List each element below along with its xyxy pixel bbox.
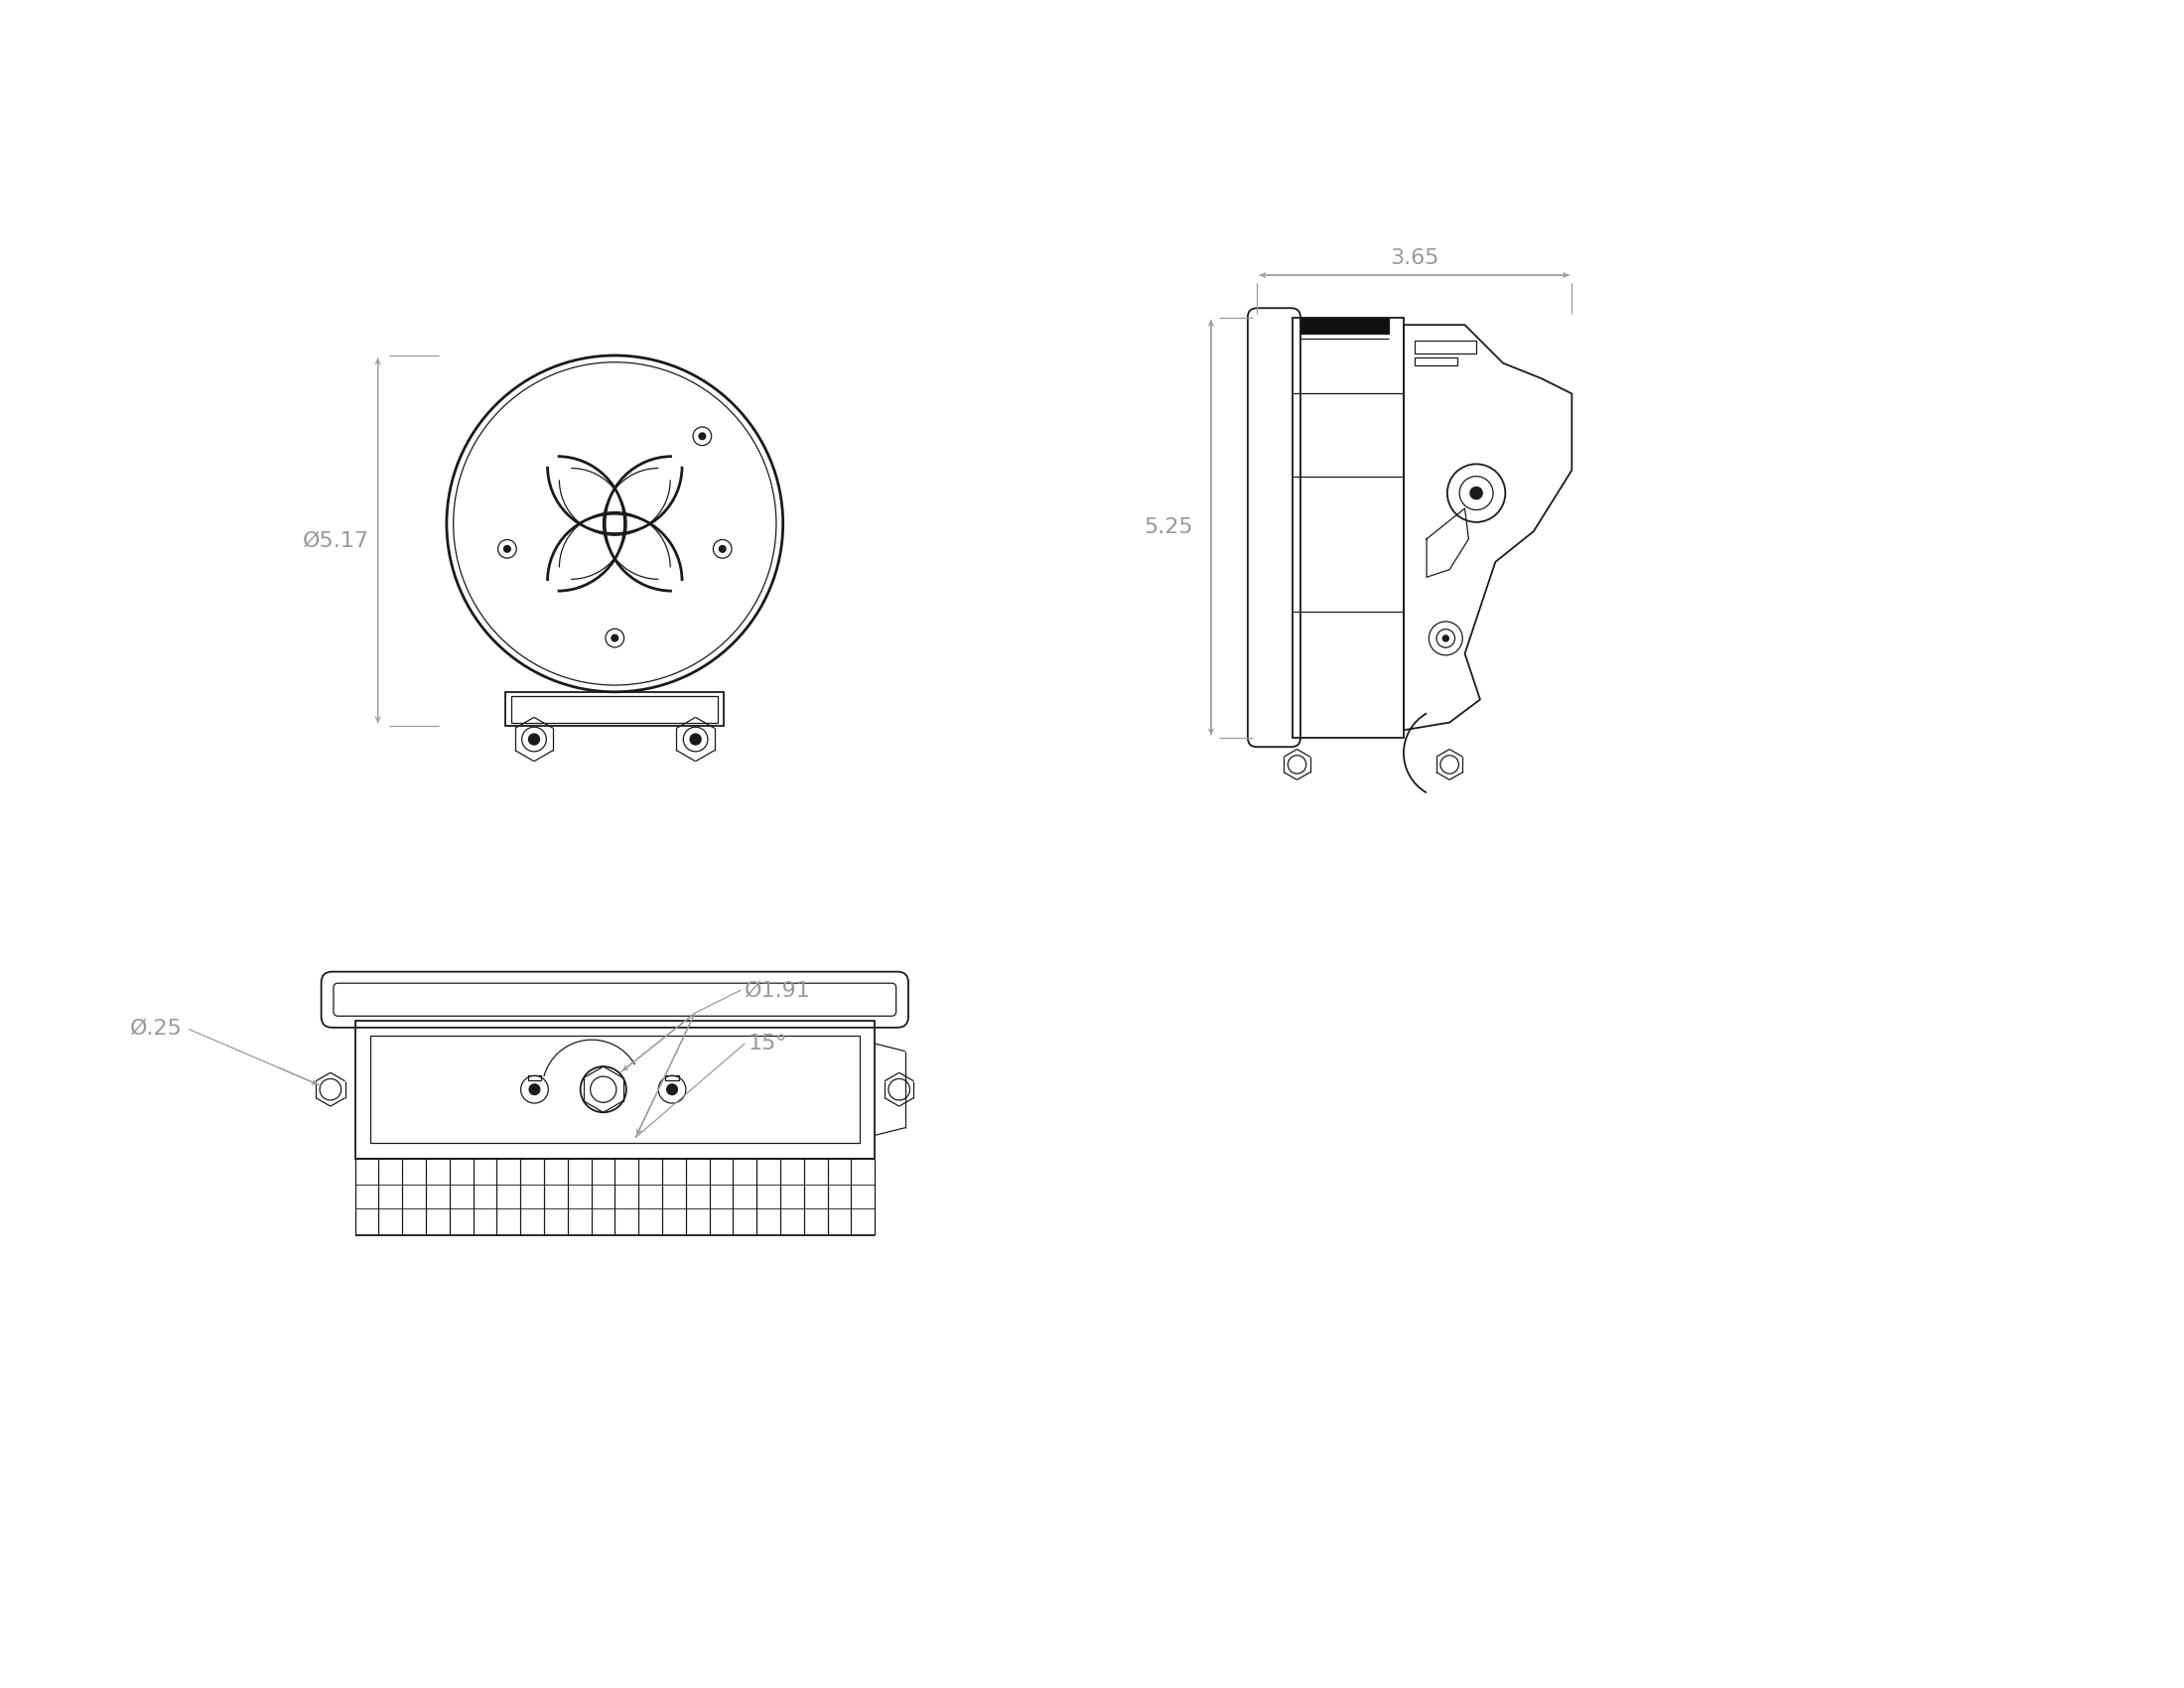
Bar <box>529 1075 542 1080</box>
Text: Ø.25: Ø.25 <box>131 1018 183 1038</box>
Text: 3.65: 3.65 <box>1389 248 1439 268</box>
Bar <box>1293 317 1404 738</box>
Text: Ø5.17: Ø5.17 <box>304 530 369 550</box>
Bar <box>369 1036 860 1143</box>
Circle shape <box>690 734 701 744</box>
Circle shape <box>612 635 618 641</box>
Bar <box>666 1075 679 1080</box>
Circle shape <box>1470 486 1483 500</box>
Bar <box>505 692 725 726</box>
Bar <box>354 1021 874 1158</box>
Circle shape <box>719 545 725 552</box>
Circle shape <box>529 734 539 744</box>
Bar <box>1299 317 1389 334</box>
Bar <box>1415 341 1476 354</box>
Circle shape <box>505 545 511 552</box>
Text: 15°: 15° <box>749 1033 788 1053</box>
Text: 5.25: 5.25 <box>1144 518 1195 537</box>
Circle shape <box>666 1084 677 1096</box>
Circle shape <box>1444 635 1448 641</box>
Circle shape <box>529 1084 539 1096</box>
Text: Ø1.91: Ø1.91 <box>745 981 810 999</box>
Circle shape <box>699 432 705 439</box>
Bar <box>511 697 719 722</box>
Bar <box>1415 358 1457 365</box>
FancyBboxPatch shape <box>321 972 909 1028</box>
FancyBboxPatch shape <box>334 982 895 1016</box>
FancyBboxPatch shape <box>1247 309 1299 746</box>
